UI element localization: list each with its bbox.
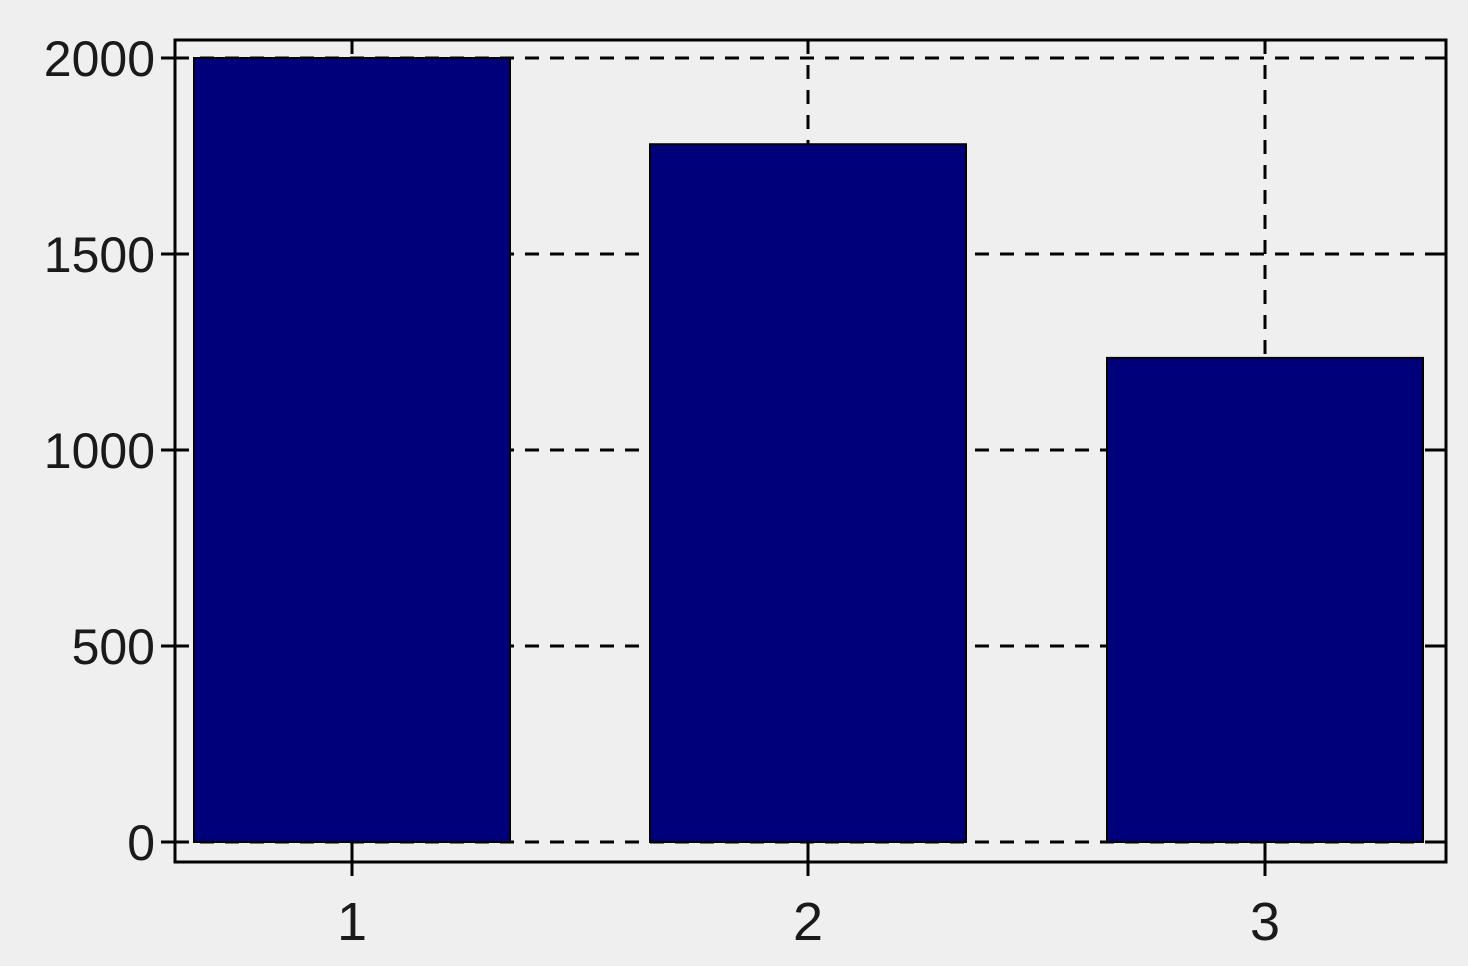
bars <box>193 57 1424 844</box>
bar-1 <box>193 57 511 843</box>
axes-frame <box>173 38 1448 864</box>
x-tick-label: 2 <box>793 892 823 952</box>
y-tick-label: 0 <box>127 815 155 871</box>
y-tick-label: 1500 <box>44 227 155 283</box>
y-tick-label: 500 <box>72 619 155 675</box>
x-tick-label: 3 <box>1250 892 1280 952</box>
y-tick-label: 2000 <box>44 31 155 87</box>
bar-3 <box>1106 356 1424 843</box>
tick-marks <box>161 40 1446 876</box>
y-tick-label: 1000 <box>44 423 155 479</box>
x-tick-labels: 1 2 3 <box>337 892 1280 952</box>
y-tick-labels: 0 500 1000 1500 2000 <box>44 31 155 871</box>
bar-2 <box>649 143 967 844</box>
x-tick-label: 1 <box>337 892 367 952</box>
